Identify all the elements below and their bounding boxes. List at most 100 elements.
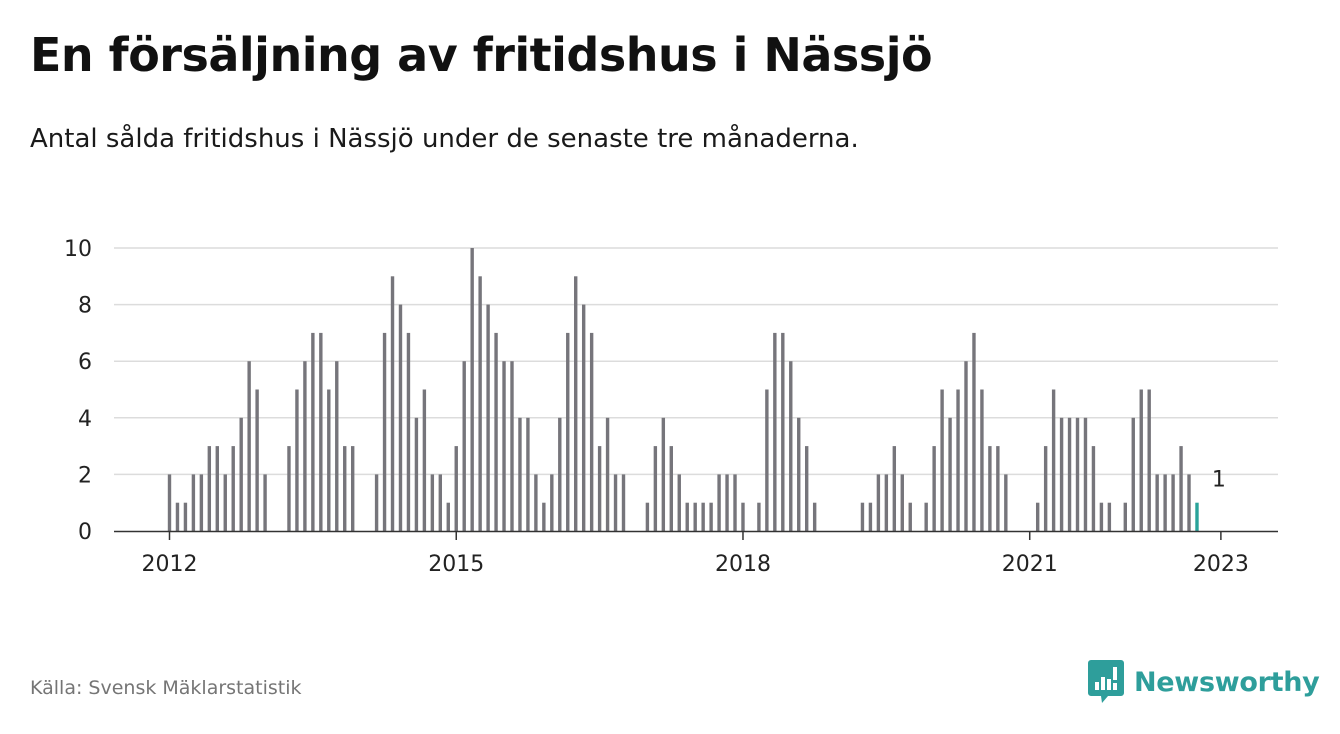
bar (335, 361, 339, 531)
bar (797, 417, 801, 531)
brand-logo[interactable]: Newsworthy (1088, 660, 1320, 704)
bar (765, 389, 769, 531)
x-tick-label: 2015 (428, 552, 484, 577)
bars (167, 248, 1199, 531)
bar (900, 474, 904, 531)
bar (374, 474, 379, 531)
bar (773, 332, 777, 531)
bar (781, 332, 785, 531)
x-axis-labels: 2012 2015 2018 2021 2023 (142, 531, 1249, 577)
bar (645, 502, 650, 531)
bar (884, 474, 889, 531)
bar (454, 446, 458, 531)
bar (613, 474, 618, 531)
bar (621, 474, 626, 531)
bar (948, 417, 952, 531)
bar (398, 304, 403, 531)
y-tick-label: 2 (78, 463, 92, 488)
bar (191, 474, 196, 531)
bar (1163, 474, 1167, 531)
bar (1091, 446, 1096, 531)
bar (956, 389, 960, 531)
x-tick-label: 2021 (1002, 552, 1058, 577)
bar (207, 446, 212, 531)
bar (287, 446, 291, 531)
y-tick-label: 6 (78, 350, 92, 375)
bar (199, 474, 204, 531)
bar (581, 304, 586, 531)
bar (462, 361, 466, 531)
bar (725, 474, 729, 531)
bar (231, 446, 235, 531)
bar (470, 248, 474, 531)
source-note: Källa: Svensk Mäklarstatistik (30, 677, 302, 699)
bar (701, 502, 705, 531)
bar (805, 446, 809, 531)
bar (1099, 502, 1104, 531)
bar (1107, 502, 1112, 531)
y-tick-label: 10 (64, 237, 92, 262)
bar (892, 446, 897, 531)
bar (868, 502, 873, 531)
bar (534, 474, 538, 531)
bar (167, 474, 172, 531)
newsworthy-logo-icon (1088, 660, 1124, 703)
bar (1051, 389, 1056, 531)
bar (996, 446, 1000, 531)
bar (653, 446, 658, 531)
bar (319, 332, 323, 531)
brand-name: Newsworthy (1134, 666, 1320, 698)
bar (327, 389, 331, 531)
bar (757, 502, 761, 531)
bar (494, 332, 498, 531)
bar (605, 417, 610, 531)
x-tick-label: 2018 (715, 552, 771, 577)
bar (350, 446, 355, 531)
x-tick-label: 2023 (1193, 552, 1249, 577)
bar (1083, 417, 1088, 531)
y-tick-label: 0 (78, 520, 92, 545)
gridlines (114, 247, 1278, 476)
bar (303, 361, 307, 531)
y-axis-labels: 0 2 4 6 8 10 (64, 237, 92, 545)
last-value-label: 1 (1212, 468, 1226, 493)
bar (661, 417, 666, 531)
bar (1155, 474, 1159, 531)
bar (175, 502, 180, 531)
bar (693, 502, 697, 531)
bar (446, 502, 450, 531)
bar (311, 332, 315, 531)
bar (597, 446, 602, 531)
bar (812, 502, 817, 531)
bar (390, 276, 395, 531)
bar (566, 332, 570, 531)
bar (247, 361, 251, 531)
bar (789, 361, 793, 531)
bar (1035, 502, 1040, 531)
bar (558, 417, 562, 531)
bar (183, 502, 188, 531)
bar (733, 474, 737, 531)
bar (255, 389, 259, 531)
bar (1123, 502, 1127, 531)
bar (972, 332, 976, 531)
bar (430, 474, 435, 531)
bar (1075, 417, 1080, 531)
bar (295, 389, 299, 531)
bar (741, 502, 745, 531)
bar (542, 502, 546, 531)
annotations: 1 (1212, 468, 1226, 493)
bar (414, 417, 419, 531)
bar (940, 389, 944, 531)
bar (589, 332, 594, 531)
bar (422, 389, 427, 531)
bar (526, 417, 530, 531)
bar (988, 446, 992, 531)
bar (502, 361, 506, 531)
bar (876, 474, 881, 531)
bar (239, 417, 243, 531)
bar (908, 502, 912, 531)
bar (1147, 389, 1151, 531)
bar (215, 446, 219, 531)
chart-subtitle: Antal sålda fritidshus i Nässjö under de… (30, 124, 859, 154)
